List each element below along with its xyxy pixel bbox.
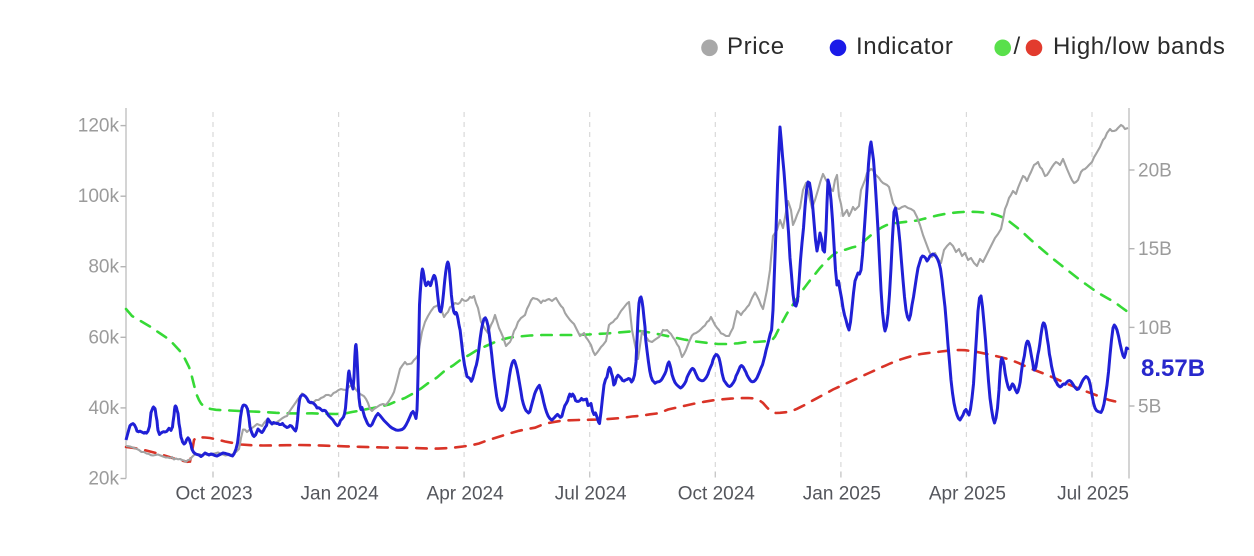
- svg-text:Oct 2023: Oct 2023: [175, 484, 252, 505]
- svg-text:100k: 100k: [78, 186, 120, 207]
- svg-text:10B: 10B: [1138, 318, 1172, 339]
- svg-text:/: /: [1014, 33, 1021, 60]
- svg-text:15B: 15B: [1138, 239, 1172, 260]
- svg-text:5B: 5B: [1138, 397, 1161, 418]
- svg-text:Price: Price: [727, 33, 785, 60]
- svg-text:Jul 2025: Jul 2025: [1057, 484, 1129, 505]
- svg-text:Apr 2025: Apr 2025: [929, 484, 1006, 505]
- svg-text:120k: 120k: [78, 116, 120, 137]
- svg-text:Jul 2024: Jul 2024: [555, 484, 627, 505]
- svg-text:High/low bands: High/low bands: [1053, 33, 1226, 60]
- svg-text:Oct 2024: Oct 2024: [678, 484, 756, 505]
- svg-text:Indicator: Indicator: [856, 33, 953, 60]
- svg-text:20B: 20B: [1138, 161, 1172, 182]
- svg-text:Jan 2024: Jan 2024: [301, 484, 380, 505]
- svg-text:40k: 40k: [88, 398, 119, 419]
- svg-text:Jan 2025: Jan 2025: [803, 484, 881, 505]
- svg-text:80k: 80k: [88, 257, 119, 278]
- svg-text:60k: 60k: [88, 327, 119, 348]
- svg-text:Apr 2024: Apr 2024: [427, 484, 505, 505]
- svg-text:20k: 20k: [88, 469, 119, 490]
- svg-text:8.57B: 8.57B: [1141, 355, 1205, 382]
